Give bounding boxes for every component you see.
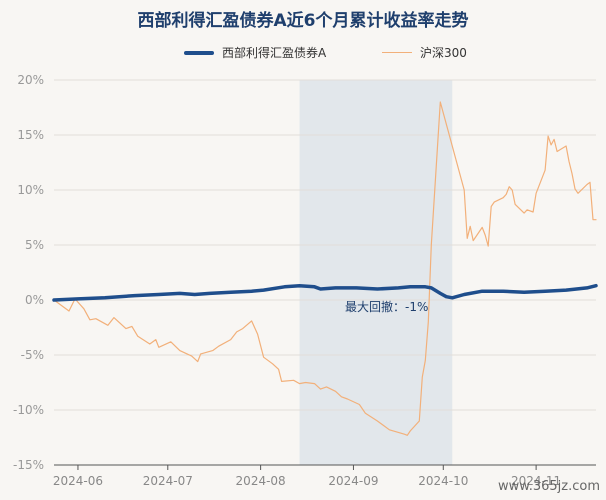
x-tick-label: 2024-07 [143,474,193,488]
legend-label-fund: 西部利得汇盈债券A [222,46,327,60]
y-tick-label: -15% [13,458,44,472]
x-tick-label: 2024-09 [328,474,378,488]
legend-item-hs300[interactable]: 沪深300 [382,44,467,61]
y-tick-label: 15% [17,128,44,142]
drawdown-shade [299,80,453,465]
x-tick-label: 2024-10 [418,474,468,488]
y-tick-label: 10% [17,183,44,197]
watermark-text: www.365jz.com [498,479,600,494]
x-tick-label: 2024-06 [53,474,103,488]
y-tick-label: 0% [25,293,44,307]
chart-title: 西部利得汇盈债券A近6个月累计收益率走势 [137,11,469,31]
y-tick-label: 20% [17,73,44,87]
max-drawdown-label: 最大回撤：-1% [345,299,428,314]
legend-swatch-hs300 [382,51,412,54]
legend: 西部利得汇盈债券A 沪深300 [0,44,606,62]
series-line-fund [52,283,598,302]
legend-label-hs300: 沪深300 [420,46,467,60]
legend-item-fund[interactable]: 西部利得汇盈债券A [184,44,326,61]
x-tick-label: 2024-08 [236,474,286,488]
x-tick-label: 2024-11 [511,474,561,488]
y-tick-label: 5% [25,238,44,252]
y-tick-label: -5% [21,348,44,362]
series-line-hs300 [53,101,597,436]
y-tick-label: -10% [13,403,44,417]
legend-swatch-fund [184,50,214,55]
